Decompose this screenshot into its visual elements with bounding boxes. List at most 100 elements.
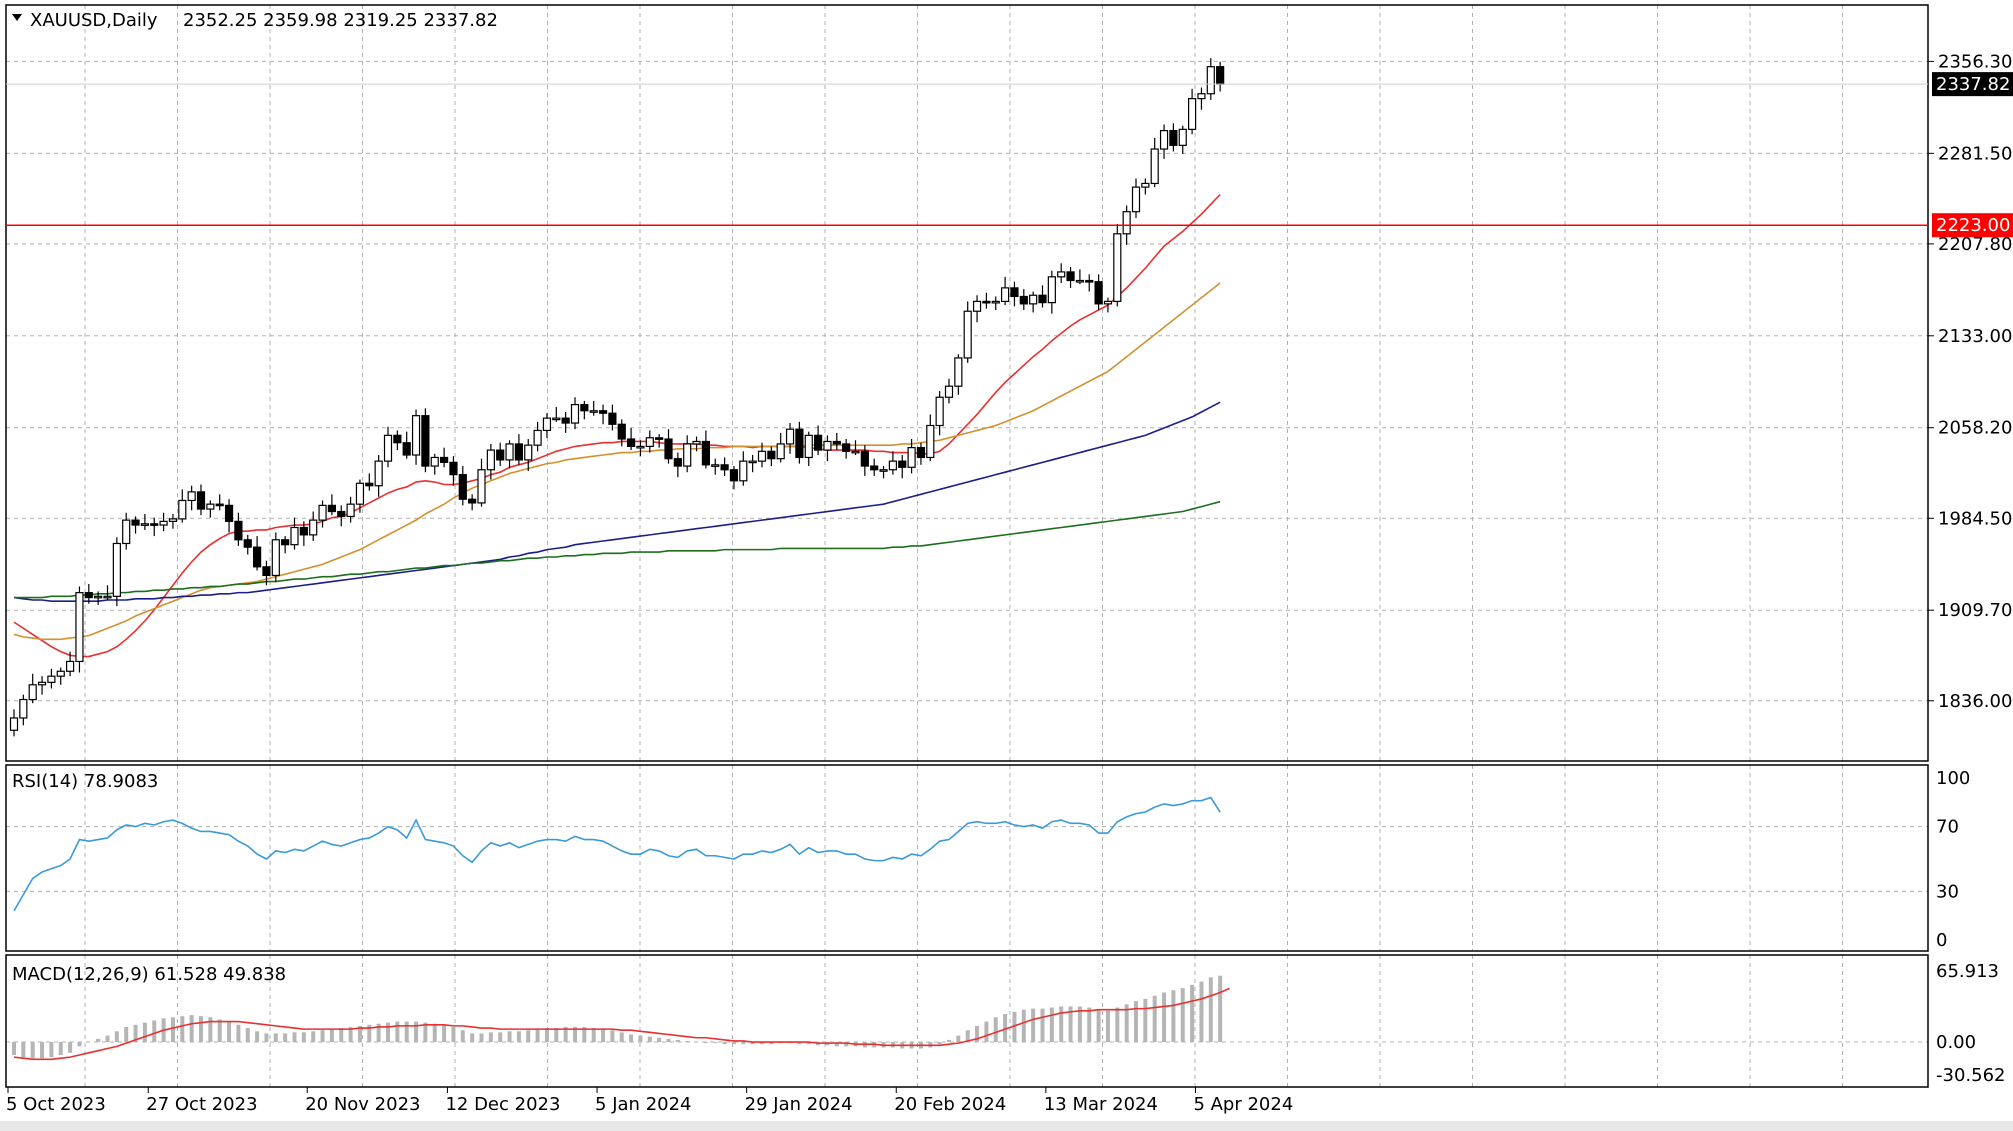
candle-44 <box>421 408 430 473</box>
candle-28 <box>271 532 280 582</box>
candle-5 <box>56 667 65 685</box>
macd-header: MACD(12,26,9) 61.528 49.838 <box>12 964 286 985</box>
price-tick-label-1: 2281.50 <box>1938 143 2012 164</box>
rsi-header: RSI(14) 78.9083 <box>12 771 158 792</box>
candle-83 <box>785 423 795 454</box>
candle-54 <box>514 434 524 465</box>
candle-49 <box>468 494 477 511</box>
candle-31 <box>299 521 308 546</box>
candle-79 <box>748 455 757 473</box>
candle-34 <box>327 494 336 516</box>
candle-127 <box>1197 87 1206 110</box>
candle-8 <box>84 584 93 604</box>
price-tick-label-6: 1909.70 <box>1938 600 2012 621</box>
candle-86 <box>813 425 823 455</box>
candle-92 <box>870 458 879 476</box>
date-label-7: 13 Mar 2024 <box>1044 1094 1158 1115</box>
candle-23 <box>224 499 234 533</box>
candle-56 <box>533 421 542 452</box>
candle-125 <box>1178 125 1187 154</box>
candle-39 <box>374 455 383 497</box>
macd-tick-label-0: 65.913 <box>1936 961 1999 982</box>
candle-116 <box>1094 274 1103 310</box>
candle-74 <box>701 430 711 469</box>
macd-tick-label-1: 0.00 <box>1936 1032 1976 1053</box>
macd-signal-line <box>13 987 1230 1061</box>
candle-47 <box>449 456 458 486</box>
price-panel-frame <box>5 4 1929 762</box>
price-axis: 2356.30 2281.50 2207.80 2133.00 2058.20 1984.… <box>1928 51 2012 712</box>
symbol-header: XAUUSD,Daily <box>30 10 158 31</box>
candle-52 <box>496 442 505 467</box>
candle-89 <box>842 439 851 459</box>
candle-9 <box>94 591 103 605</box>
price-tick-label-5: 1984.50 <box>1938 508 2012 529</box>
candle-58 <box>552 407 561 422</box>
date-label-0: 5 Oct 2023 <box>6 1094 106 1115</box>
rsi-tick-label-3: 0 <box>1936 930 1947 951</box>
candle-11 <box>112 537 121 607</box>
bottom-scroll-strip[interactable] <box>0 1121 2013 1131</box>
candle-55 <box>524 439 533 471</box>
svg-text:2337.82: 2337.82 <box>1936 74 2010 95</box>
candle-128 <box>1206 58 1215 100</box>
date-label-3: 12 Dec 2023 <box>445 1094 560 1115</box>
candle-17 <box>168 513 178 529</box>
candle-63 <box>598 404 608 425</box>
candle-0 <box>9 709 19 737</box>
svg-text:2223.00: 2223.00 <box>1936 215 2010 236</box>
candle-62 <box>589 400 598 416</box>
candle-76 <box>720 457 729 476</box>
candle-117 <box>1103 297 1113 313</box>
candle-33 <box>318 500 327 528</box>
candle-118 <box>1113 223 1122 307</box>
date-label-2: 20 Nov 2023 <box>305 1094 420 1115</box>
date-label-5: 29 Jan 2024 <box>745 1094 853 1115</box>
date-label-8: 5 Apr 2024 <box>1193 1094 1293 1115</box>
candle-26 <box>253 536 262 571</box>
candle-91 <box>860 445 869 476</box>
candle-57 <box>542 413 552 438</box>
price-tick-label-0: 2356.30 <box>1938 51 2012 72</box>
candle-73 <box>692 436 701 452</box>
candle-51 <box>486 443 495 480</box>
candlesticks <box>9 58 1225 737</box>
candle-27 <box>262 560 271 586</box>
candle-115 <box>1085 274 1094 292</box>
candle-42 <box>402 431 411 459</box>
candle-99 <box>935 391 944 436</box>
candle-61 <box>580 400 589 420</box>
macd-panel-frame <box>5 954 1929 1088</box>
candle-14 <box>140 513 149 530</box>
candle-53 <box>505 440 514 469</box>
candle-108 <box>1019 289 1028 310</box>
price-tick-label-4: 2058.20 <box>1938 418 2012 439</box>
dropdown-triangle-icon[interactable] <box>12 14 22 21</box>
candle-12 <box>122 512 131 550</box>
candle-10 <box>103 585 112 600</box>
candle-32 <box>309 511 318 542</box>
date-label-4: 5 Jan 2024 <box>595 1094 691 1115</box>
candle-82 <box>776 432 785 463</box>
ma-line-2 <box>13 401 1221 603</box>
macd-axis: 65.913 0.00 -30.562 <box>1936 961 2005 1086</box>
candle-24 <box>234 512 243 546</box>
candle-96 <box>907 439 916 474</box>
rsi-line <box>13 796 1221 912</box>
rsi-tick-label-2: 30 <box>1936 881 1959 902</box>
candle-107 <box>1010 281 1019 307</box>
candle-72 <box>683 435 692 473</box>
rsi-panel-frame <box>5 764 1929 952</box>
indicator-lines <box>13 796 1230 1061</box>
candle-1 <box>19 694 28 726</box>
candle-106 <box>1000 276 1010 306</box>
candle-67 <box>636 440 645 457</box>
candle-112 <box>1057 263 1066 283</box>
candle-114 <box>1075 269 1085 285</box>
ma-line-0 <box>13 193 1221 658</box>
date-label-1: 27 Oct 2023 <box>146 1094 257 1115</box>
candle-68 <box>645 430 654 453</box>
candle-87 <box>823 435 832 462</box>
current-price-tag: 2337.82 <box>1932 72 2013 97</box>
candle-121 <box>1141 178 1150 195</box>
